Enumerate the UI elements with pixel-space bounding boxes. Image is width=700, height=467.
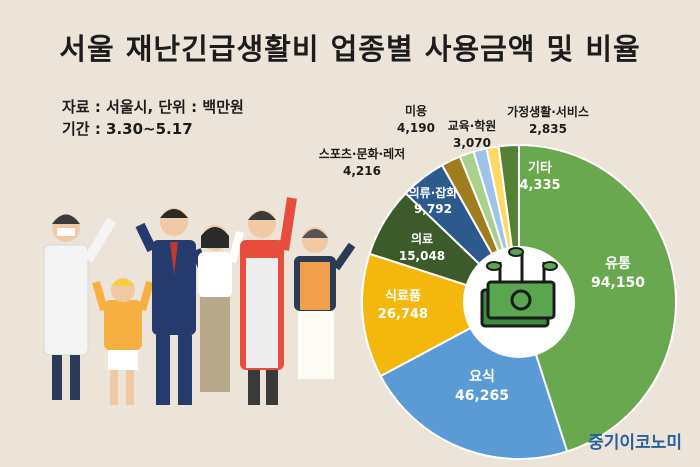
money-plant-icon <box>480 247 558 328</box>
doctor-figure <box>43 214 117 400</box>
source-line: 자료 : 서울시, 단위 : 백만원 <box>62 98 244 116</box>
woman-figure <box>198 225 244 392</box>
businessman-figure <box>135 208 209 405</box>
slice-label-name-7: 가정생활·서비스 <box>507 104 589 119</box>
page-title: 서울 재난긴급생활비 업종별 사용금액 및 비율 <box>59 32 641 66</box>
slice-label-name-0: 유통 <box>605 256 631 272</box>
pie-slice-0 <box>518 143 677 453</box>
people-illustration <box>43 197 356 405</box>
slice-label-name-5: 미용 <box>405 103 427 118</box>
period-line: 기간 : 3.30~5.17 <box>62 120 193 138</box>
slice-label-value-4: 9,792 <box>414 202 452 216</box>
slice-label-name-9: 기타 <box>528 160 552 176</box>
pie-slice-2 <box>360 252 522 378</box>
slice-label-value-9: 4,335 <box>519 178 560 193</box>
slice-label-name-3: 의료 <box>411 231 433 246</box>
slice-label-value-3: 15,048 <box>399 249 445 263</box>
chef-figure <box>240 197 297 405</box>
slice-label-value-0: 94,150 <box>591 275 645 291</box>
slice-label-name-6: 교육·학원 <box>448 118 497 133</box>
slice-label-name-2: 식료품 <box>385 288 421 304</box>
kid-figure <box>92 278 154 405</box>
pie-labels: 유통 94,150 요식 46,265 식료품 26,748 의료 15,048… <box>319 103 645 404</box>
sports-culture-leisure-label: 스포츠·문화·레저 <box>319 146 405 161</box>
slice-label-value-7: 2,835 <box>529 122 567 136</box>
source-note: 자료 : 서울시, 단위 : 백만원 기간 : 3.30~5.17 <box>62 96 244 140</box>
sports-culture-leisure-value: 4,216 <box>343 164 381 178</box>
older-woman-figure <box>294 227 356 379</box>
slice-label-value-5: 4,190 <box>397 121 435 135</box>
slice-label-name-1: 요식 <box>469 369 495 385</box>
slice-label-value-6: 3,070 <box>453 136 491 150</box>
brand-logo: 중기이코노미 <box>588 433 682 453</box>
slice-label-value-2: 26,748 <box>378 307 428 322</box>
slice-label-name-4: 의류·잡화 <box>409 185 458 200</box>
slice-label-value-1: 46,265 <box>455 388 509 404</box>
